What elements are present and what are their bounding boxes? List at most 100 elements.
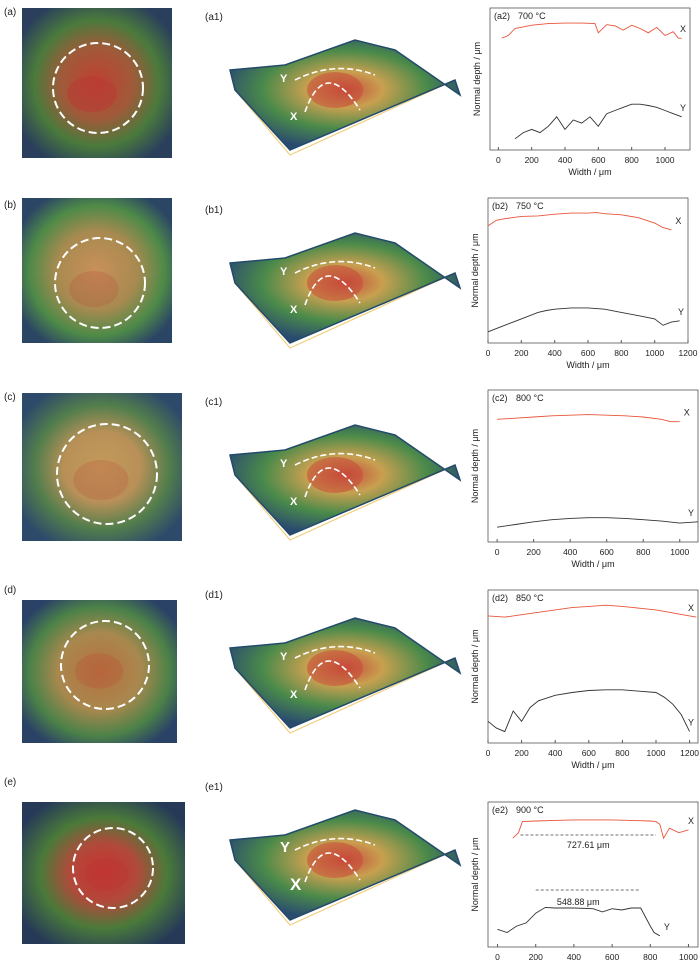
surface-3d [229,617,462,734]
profile-line-y [294,452,376,466]
plot-frame [487,801,699,948]
x-tick-label: 400 [558,155,572,165]
surface-label: (d1) [205,590,223,601]
profile-plot: (c2) 800 °C Width / μm Normal depth / μm 0 20… [470,389,699,569]
optical-photo [22,600,177,743]
dashed-circle [54,237,146,329]
surface-x-marker: X [290,689,298,701]
curve-y [497,517,699,528]
surface-frame [234,657,456,734]
plot-y-axis-title: Normal depth / μm [472,42,482,116]
dashed-circle [56,423,158,525]
curve-x [487,604,697,618]
plot-frame [487,589,699,744]
curve-x-label: X [684,408,690,418]
curve-x [512,819,689,840]
x-tick-label: 0 [486,348,491,358]
profile-line-y [294,67,376,81]
surface-peak [307,265,363,301]
x-tick-label: 1000 [679,952,698,962]
figure-row-d: (d) (d1) Y X (d2) 850 °C Width / μm Normal dept… [4,585,699,770]
x-tick-label: 600 [582,748,596,758]
photo-core [74,653,124,689]
surface-y-marker: Y [280,839,290,856]
plot-panel-label: (d2) [492,593,508,603]
surface-peak [307,842,363,878]
dimension-label-y: 548.88 μm [557,897,600,907]
profile-plot: (a2) 700 °C Width / μm Normal depth / μm 0 20… [472,7,691,177]
surface-frame [234,464,456,541]
curve-x [497,414,680,423]
profile-line-x [304,852,361,883]
photo-label: (c) [4,392,16,403]
plot-frame [487,389,699,543]
figure-row-a: (a) (a1) Y X (a2) 700 °C Width / μm Normal dept… [4,7,691,177]
profile-line-x [304,660,361,691]
curve-y [514,103,682,140]
plot-panel-label: (e2) [492,805,508,815]
x-tick-label: 1200 [680,748,699,758]
x-tick-label: 600 [581,348,595,358]
surface-label: (a1) [205,12,223,23]
plot-x-axis-title: Width / μm [571,760,614,770]
x-tick-label: 400 [548,348,562,358]
photo-core [85,858,129,890]
figure-row-c: (c) (c1) Y X (c2) 800 °C Width / μm Normal dept… [4,389,699,569]
curve-y-label: Y [664,922,670,932]
x-tick-label: 200 [514,348,528,358]
plot-panel-label: (c2) [492,393,508,403]
dimension-label-x: 727.61 μm [567,840,610,850]
dashed-circle [60,620,150,710]
surface-frame [234,849,456,926]
x-tick-label: 400 [563,547,577,557]
dashed-circle [72,827,154,909]
plot-temperature: 700 °C [518,11,546,21]
surface-label: (b1) [205,205,223,216]
x-tick-label: 0 [495,952,500,962]
x-tick-label: 1000 [656,155,675,165]
plot-panel-label: (b2) [492,201,508,211]
dashed-circle [52,42,144,134]
optical-photo [22,802,185,944]
x-tick-label: 1000 [647,748,666,758]
curve-x-label: X [688,816,694,826]
surface-x-marker: X [290,111,298,123]
photo-image [22,393,182,541]
x-tick-label: 600 [600,547,614,557]
photo-core [69,271,119,307]
curve-x-label: X [680,24,686,34]
plot-temperature: 850 °C [516,593,544,603]
photo-label: (d) [4,585,16,596]
surface-x-marker: X [290,875,302,894]
profile-plot: (b2) 750 °C Width / μm Normal depth / μm 0 20… [470,197,698,370]
curve-y [487,307,680,333]
surface-3d [229,39,462,156]
curve-x-label: X [688,603,694,613]
plot-temperature: 750 °C [516,201,544,211]
x-tick-label: 200 [525,155,539,165]
curve-y-label: Y [688,718,694,728]
surface-label: (c1) [205,397,222,408]
profile-plot: (d2) 850 °C Width / μm Normal depth / μm 0 20… [470,589,699,770]
surface-y-marker: Y [280,73,288,85]
surface-peak [307,457,363,493]
plot-temperature: 800 °C [516,393,544,403]
x-tick-label: 800 [636,547,650,557]
x-tick-label: 400 [567,952,581,962]
x-tick-label: 800 [614,348,628,358]
profile-line-x [304,82,361,113]
x-tick-label: 600 [605,952,619,962]
profile-line-x [304,467,361,498]
curve-y-label: Y [678,307,684,317]
x-tick-label: 1200 [679,348,698,358]
plot-temperature: 900 °C [516,805,544,815]
photo-core [73,460,129,500]
surface-3d [229,809,462,926]
surface-x-marker: X [290,304,298,316]
x-tick-label: 800 [625,155,639,165]
optical-photo [22,198,172,343]
surface-peak [307,72,363,108]
surface-3d [229,424,462,541]
